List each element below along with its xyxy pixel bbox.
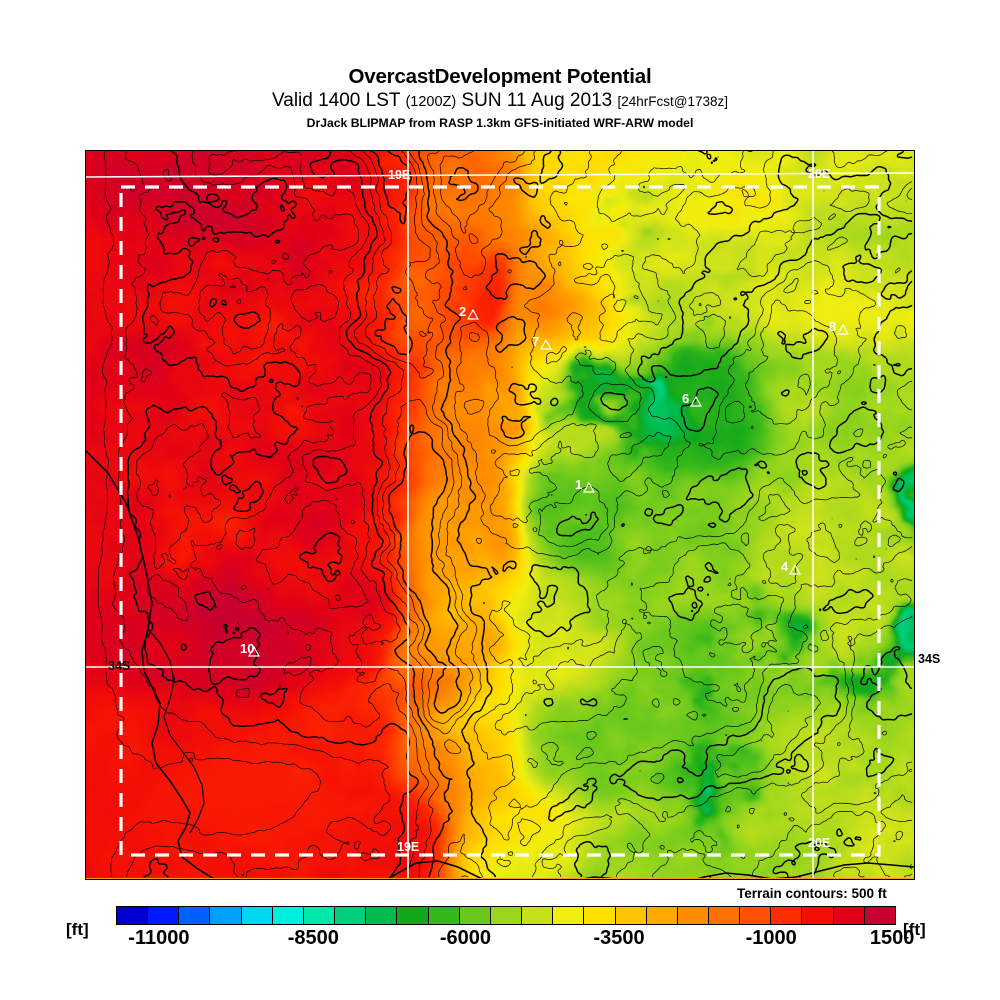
- colorbar-tick-label: -6000: [439, 927, 492, 949]
- page-title: OvercastDevelopment Potential: [348, 65, 652, 88]
- colorbar-tick-label: -3500: [593, 927, 645, 949]
- terrain-contour: [370, 151, 463, 714]
- lat-lon-gridlines: [86, 151, 914, 878]
- colorbar-segment: [677, 907, 709, 924]
- colorbar: [ft] [ft] -11000 -8500 -6000 -3500 -1000 1500: [0, 903, 1000, 963]
- terrain-contour: [135, 151, 913, 878]
- colorbar-segment: [335, 907, 367, 924]
- station-markers: [247, 308, 850, 657]
- domain-boundary-dashed: [119, 185, 881, 857]
- colorbar-segment: [584, 907, 616, 924]
- coastline: [86, 450, 914, 878]
- colorbar-segment: [210, 907, 242, 924]
- colorbar-segment: [708, 907, 741, 924]
- colorbar-segment: [553, 907, 585, 924]
- coastline-inner: [147, 628, 205, 834]
- colorbar-segment: [366, 907, 398, 924]
- terrain-contour: [97, 151, 321, 878]
- colorbar-segment: [428, 907, 460, 924]
- colorbar-segment: [615, 907, 647, 924]
- domain-boundary: [119, 185, 881, 857]
- colorbar-segment: [740, 907, 772, 924]
- colorbar-segment: [179, 907, 211, 924]
- forecast-map[interactable]: [85, 150, 915, 880]
- colorbar-segment: [490, 907, 523, 924]
- terrain-contour: [112, 151, 391, 878]
- colorbar-segment: [272, 907, 304, 924]
- colorbar-segment: [303, 907, 336, 924]
- colorbar-segment: [459, 907, 491, 924]
- colorbar-gradient: [116, 906, 896, 925]
- colorbar-unit-right: [ft]: [903, 920, 926, 939]
- colorbar-tick-label: -1000: [745, 927, 797, 949]
- terrain-contour: [147, 151, 913, 878]
- grid-label: 34S: [918, 652, 941, 666]
- valid-day: SUN 11 Aug 2013: [461, 90, 613, 111]
- colorbar-segment: [117, 907, 149, 924]
- station-marker-triangle: [689, 395, 703, 407]
- station-marker-triangle: [539, 338, 553, 350]
- model-credit: DrJack BLIPMAP from RASP 1.3km GFS-initi…: [306, 116, 694, 130]
- station-marker-triangle: [836, 323, 850, 335]
- terrain-contour-note: Terrain contours: 500 ft: [737, 886, 887, 901]
- colorbar-tick-label: -11000: [128, 927, 190, 949]
- colorbar-segment: [771, 907, 803, 924]
- colorbar-segment: [397, 907, 429, 924]
- map-overlay-layer: [86, 151, 914, 878]
- valid-z: (1200Z): [405, 94, 457, 110]
- colorbar-segment: [833, 907, 865, 924]
- colorbar-tick-label: 1500: [869, 927, 915, 949]
- colorbar-segment: [241, 907, 273, 924]
- coastline-layer: [86, 450, 914, 878]
- colorbar-segment: [148, 907, 180, 924]
- station-marker-triangle: [466, 308, 480, 320]
- gridline-lat-top: [86, 172, 914, 178]
- colorbar-segment: [864, 907, 895, 924]
- colorbar-tick-label: -8500: [287, 927, 339, 949]
- colorbar-segment: [646, 907, 678, 924]
- valid-prefix: Valid 1400 LST: [271, 90, 401, 111]
- valid-time-line: Valid 1400 LST (1200Z) SUN 11 Aug 2013 […: [0, 90, 1000, 113]
- station-marker-triangle: [582, 481, 596, 493]
- station-marker-triangle: [247, 645, 261, 657]
- title-block: OvercastDevelopment Potential Valid 1400…: [0, 0, 1000, 131]
- station-marker-triangle: [788, 563, 802, 575]
- colorbar-unit-left: [ft]: [66, 920, 89, 939]
- colorbar-segment: [802, 907, 834, 924]
- colorbar-segment: [522, 907, 554, 924]
- terrain-contour: [126, 151, 913, 878]
- terrain-contour-lines: [97, 151, 913, 878]
- forecast-tag: [24hrFcst@1738z]: [617, 94, 728, 109]
- terrain-contour: [209, 151, 913, 878]
